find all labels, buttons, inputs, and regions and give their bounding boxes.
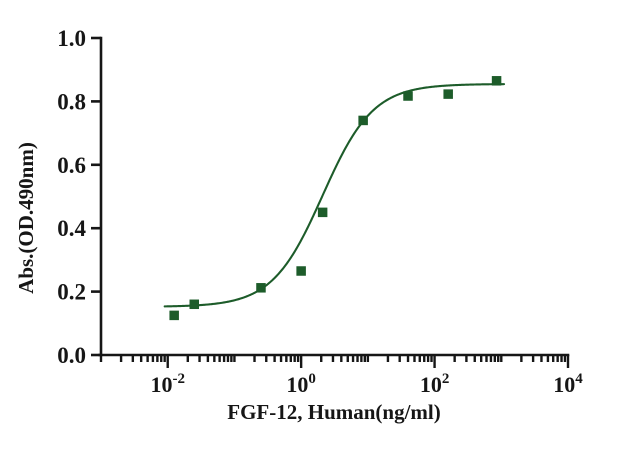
x-tick-exponent: -2	[172, 371, 185, 387]
y-axis-ticks	[91, 36, 101, 357]
x-tick-label: 100	[286, 371, 316, 397]
x-tick-mantissa: 10	[553, 372, 575, 397]
x-tick-label: 104	[553, 371, 583, 397]
data-point	[317, 207, 328, 218]
data-point	[443, 89, 453, 99]
y-axis-title: Abs.(OD.490nm)	[14, 142, 38, 294]
x-tick-mantissa: 10	[420, 372, 442, 397]
x-tick-label: 102	[420, 371, 450, 397]
x-tick-mantissa: 10	[150, 372, 172, 397]
fit-curve	[163, 83, 506, 308]
y-tick-label: 0.6	[57, 153, 86, 178]
y-tick-label: 0.8	[57, 89, 86, 114]
y-tick-label: 0.0	[57, 343, 86, 368]
x-axis-title: FGF-12, Human(ng/ml)	[227, 400, 441, 424]
y-tick-label: 1.0	[57, 26, 86, 51]
data-point	[296, 266, 306, 276]
data-point	[169, 310, 179, 321]
data-point	[358, 115, 368, 126]
y-tick-label: 0.4	[57, 216, 86, 241]
data-point	[256, 283, 266, 293]
x-axis-ticks	[99, 355, 570, 368]
x-tick-exponent: 0	[308, 371, 316, 387]
data-point	[189, 299, 200, 310]
data-point-markers	[169, 76, 502, 321]
x-tick-label: 10-2	[150, 371, 185, 397]
x-tick-exponent: 4	[575, 371, 583, 387]
data-point	[403, 91, 413, 101]
y-axis-tick-labels: 0.0 0.2 0.4 0.6 0.8 1.0	[57, 26, 86, 368]
x-axis-tick-labels: 10-2 100 102 104	[150, 371, 583, 397]
data-point	[491, 76, 502, 86]
x-tick-mantissa: 10	[286, 372, 308, 397]
x-tick-exponent: 2	[442, 371, 450, 387]
y-tick-label: 0.2	[57, 280, 86, 305]
